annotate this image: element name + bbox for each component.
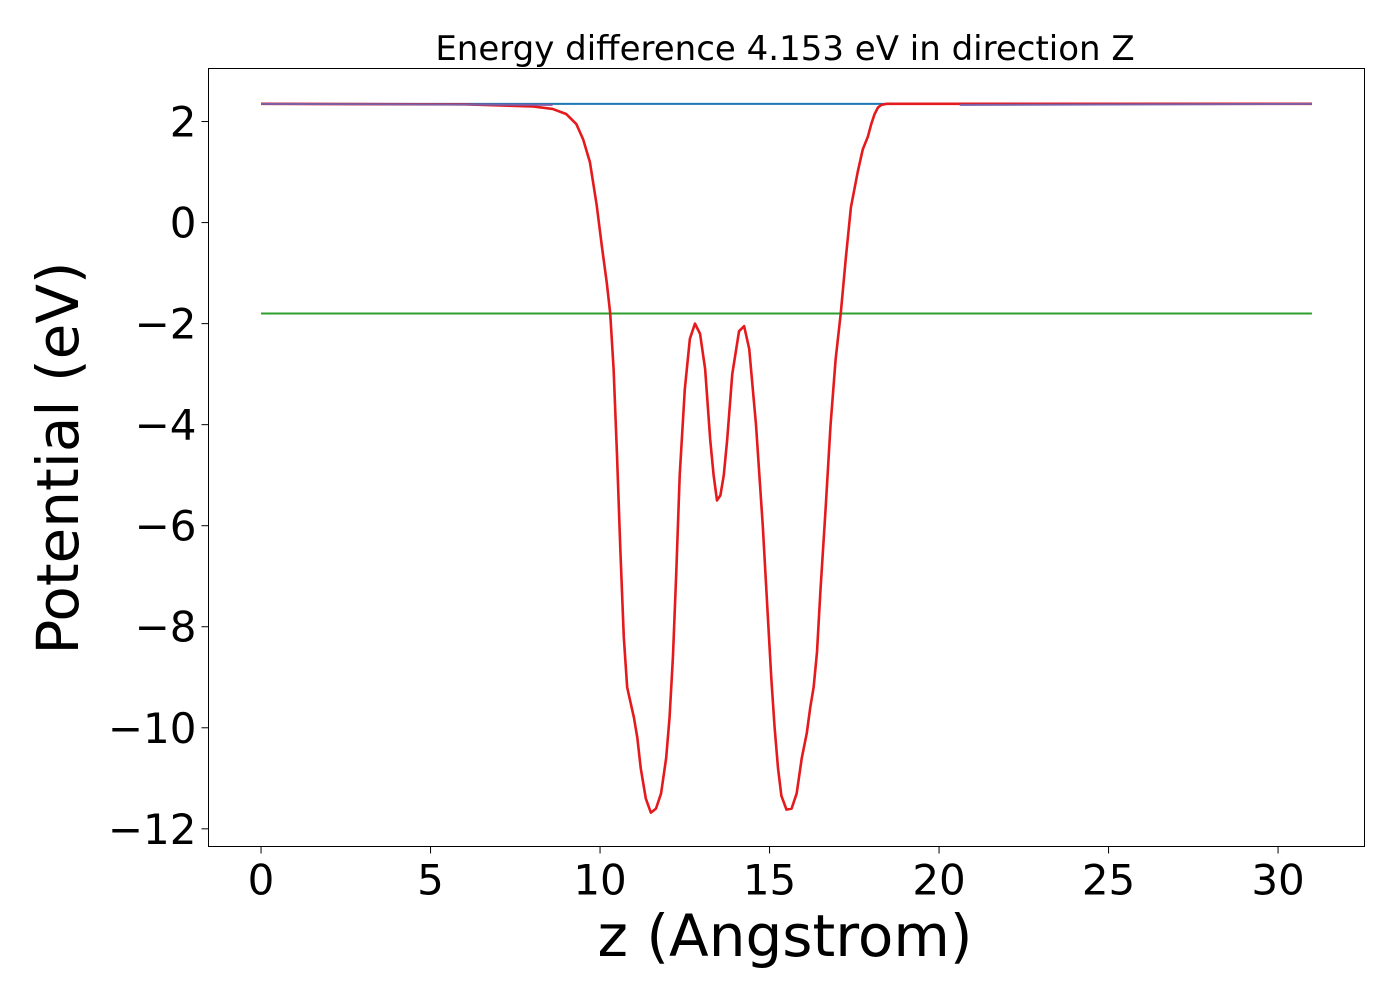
plot-lines <box>261 102 1312 814</box>
x-tick-label: 15 <box>743 856 796 905</box>
y-axis-label: Potential (eV) <box>24 261 92 654</box>
x-axis-ticks: 0 5 10 15 20 25 30 <box>248 846 1305 905</box>
x-axis-label: z (Angstrom) <box>598 902 973 970</box>
x-tick-label: 0 <box>248 856 275 905</box>
x-tick-label: 20 <box>912 856 965 905</box>
x-tick-label: 5 <box>417 856 444 905</box>
chart-title: Energy difference 4.153 eV in direction … <box>435 29 1134 69</box>
x-tick-label: 30 <box>1251 856 1304 905</box>
plot-frame <box>208 68 1365 847</box>
y-tick-label: −8 <box>135 603 197 652</box>
y-tick-label: −4 <box>135 401 197 450</box>
y-tick-label: −12 <box>108 805 197 854</box>
series-line-4 <box>261 102 1312 106</box>
y-tick-label: −2 <box>135 300 197 349</box>
y-axis-ticks: 2 0 −2 −4 −6 −8 −10 −12 <box>108 98 209 854</box>
y-tick-label: −10 <box>108 704 197 753</box>
y-tick-label: 2 <box>170 98 197 147</box>
series-line-3 <box>261 102 1312 814</box>
y-tick-label: −6 <box>135 502 197 551</box>
x-tick-label: 10 <box>573 856 626 905</box>
x-tick-label: 25 <box>1082 856 1135 905</box>
y-tick-label: 0 <box>170 199 197 248</box>
